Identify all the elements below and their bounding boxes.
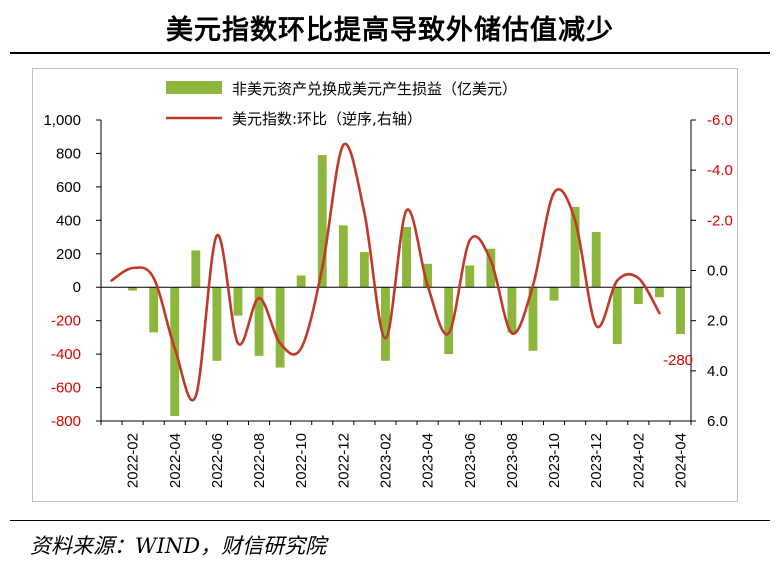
bar bbox=[465, 265, 475, 288]
legend-bar-swatch bbox=[166, 81, 222, 94]
chart-title: 美元指数环比提高导致外储估值减少 bbox=[166, 15, 614, 46]
x-axis-tick-label: 2022-10 bbox=[293, 433, 310, 488]
bar bbox=[149, 287, 159, 333]
source-note: 资料来源：WIND，财信研究院 bbox=[30, 534, 327, 558]
x-axis-tick-label: 2023-06 bbox=[462, 433, 479, 488]
left-axis-tick-label: 200 bbox=[56, 246, 81, 263]
right-axis-tick-label: -4.0 bbox=[707, 162, 733, 179]
legend-line-label: 美元指数:环比（逆序,右轴） bbox=[232, 110, 422, 128]
source-divider bbox=[10, 520, 770, 521]
left-axis-tick-label: -800 bbox=[51, 413, 81, 430]
bar bbox=[633, 287, 643, 304]
bar bbox=[507, 287, 517, 333]
x-axis-tick-label: 2023-02 bbox=[377, 433, 394, 488]
bar bbox=[423, 263, 433, 288]
bar bbox=[528, 287, 538, 351]
right-axis-tick-label: -6.0 bbox=[707, 112, 733, 129]
bar bbox=[275, 287, 285, 368]
x-axis-tick-label: 2024-04 bbox=[672, 433, 689, 488]
title-divider bbox=[10, 52, 770, 54]
left-axis-tick-label: 400 bbox=[56, 212, 81, 229]
x-axis-tick-label: 2022-02 bbox=[125, 433, 142, 488]
bar bbox=[402, 227, 411, 288]
x-axis-tick-label: 2022-06 bbox=[209, 433, 226, 488]
bar bbox=[212, 287, 222, 361]
bar bbox=[317, 155, 327, 288]
left-axis-tick-label: 0 bbox=[73, 279, 81, 296]
right-axis-tick-label: 2.0 bbox=[707, 313, 728, 330]
right-axis-tick-label: 0.0 bbox=[707, 263, 728, 280]
bar bbox=[128, 287, 138, 291]
x-axis-tick-label: 2023-04 bbox=[420, 433, 437, 488]
x-axis-tick-label: 2022-04 bbox=[167, 433, 184, 488]
bar bbox=[254, 287, 264, 356]
legend-bar-label: 非美元资产兑换成美元产生损益（亿美元） bbox=[232, 80, 517, 98]
right-axis-tick-label: 6.0 bbox=[707, 413, 728, 430]
bar bbox=[654, 287, 664, 298]
data-label-last-bar: -280 bbox=[663, 352, 693, 369]
bar bbox=[549, 287, 559, 301]
left-axis-tick-label: -400 bbox=[51, 346, 81, 363]
bar bbox=[486, 248, 496, 288]
bar bbox=[444, 287, 454, 355]
x-axis-tick-label: 2023-12 bbox=[588, 433, 605, 488]
x-axis-tick-label: 2022-12 bbox=[335, 433, 352, 488]
x-axis-tick-label: 2023-10 bbox=[546, 433, 563, 488]
bar bbox=[570, 206, 580, 288]
left-axis-tick-label: -200 bbox=[51, 313, 81, 330]
left-axis-tick-label: 800 bbox=[56, 145, 81, 162]
bar bbox=[612, 287, 622, 345]
bar bbox=[381, 287, 390, 361]
left-axis-tick-label: -600 bbox=[51, 380, 81, 397]
bar bbox=[359, 252, 369, 288]
right-axis-tick-label: -2.0 bbox=[707, 212, 733, 229]
x-axis-tick-label: 2022-08 bbox=[251, 433, 268, 488]
series-line-usd-index bbox=[110, 142, 661, 402]
chart-frame bbox=[32, 68, 738, 502]
bar bbox=[338, 225, 348, 288]
bar bbox=[676, 287, 685, 335]
bar bbox=[591, 232, 601, 288]
left-axis-tick-label: 600 bbox=[56, 179, 81, 196]
right-axis-tick-label: 4.0 bbox=[707, 363, 728, 380]
x-axis-tick-label: 2024-02 bbox=[630, 433, 647, 488]
bar bbox=[296, 275, 306, 288]
bar bbox=[191, 250, 201, 288]
bar bbox=[233, 287, 243, 316]
left-axis-tick-label: 1,000 bbox=[43, 112, 81, 129]
x-axis-tick-label: 2023-08 bbox=[504, 433, 521, 488]
